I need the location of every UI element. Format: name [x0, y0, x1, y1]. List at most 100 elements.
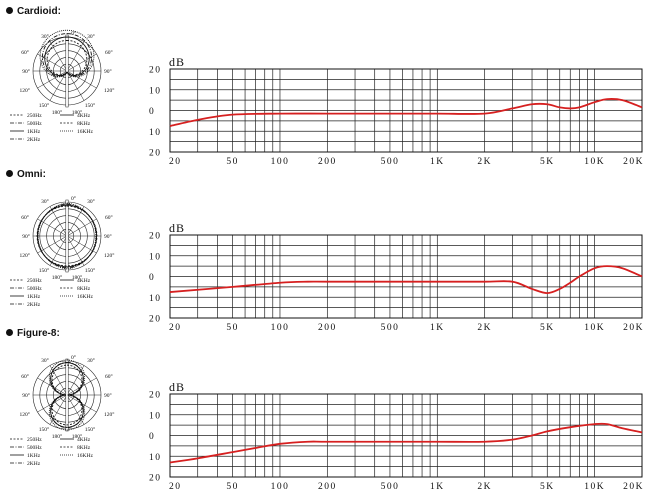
y-tick-label: 20 [149, 391, 162, 401]
legend-label: 8KHz [77, 121, 91, 127]
polar-angle-label: 180° [72, 109, 82, 116]
polar-angle-label: 120° [104, 252, 114, 259]
x-tick-label: 20 [169, 157, 182, 166]
y-tick-label: 10 [149, 252, 162, 262]
horizontal-grid [170, 234, 642, 319]
legend-label: 500Hz [27, 121, 42, 127]
section-title: Cardioid: [6, 6, 61, 17]
x-tick-label: 500 [381, 482, 400, 491]
legend-label: 16KHz [77, 294, 93, 300]
section-title-text: Omni [17, 169, 43, 180]
polar-angle-label: 180° [72, 433, 82, 440]
x-tick-label: 500 [381, 323, 400, 332]
legend-label: 16KHz [77, 129, 93, 135]
response-curve [169, 265, 643, 295]
y-axis-label: dB [169, 55, 185, 69]
polar-angle-label: 150° [85, 102, 95, 109]
x-tick-label: 5K [540, 323, 555, 332]
legend-label: 8KHz [77, 445, 91, 451]
polar-angle-label: 120° [20, 411, 30, 418]
polar-angle-label: 60° [21, 373, 29, 380]
polar-angle-label: 150° [39, 102, 49, 109]
polar-angle-label: 60° [21, 49, 29, 56]
x-tick-label: 10K [584, 482, 605, 491]
legend-label: 1KHz [27, 453, 41, 459]
x-tick-label: 1K [430, 323, 445, 332]
polar-angle-label: 30° [87, 198, 95, 205]
x-tick-label: 50 [226, 323, 239, 332]
polar-angle-label: 30° [41, 198, 49, 205]
x-tick-label: 200 [318, 157, 337, 166]
x-tick-label: 20 [169, 482, 182, 491]
y-tick-label: 0 [149, 273, 155, 283]
x-tick-label: 50 [226, 157, 239, 166]
legend-label: 500Hz [27, 286, 42, 292]
x-tick-label: 20K [623, 482, 644, 491]
polar-angle-label: 60° [105, 214, 113, 221]
section-title-text: Cardioid [17, 6, 58, 17]
x-tick-label: 5K [540, 482, 555, 491]
y-tick-label: 10 [149, 128, 162, 138]
x-tick-label: 200 [318, 323, 337, 332]
response-curve [169, 422, 643, 464]
legend-label: 16KHz [77, 453, 93, 459]
polar-angle-label: 180° [52, 109, 62, 116]
polar-divider [65, 199, 69, 273]
y-tick-label: 10 [149, 86, 162, 96]
legend-label: 1KHz [27, 294, 41, 300]
x-tick-label: 50 [226, 482, 239, 491]
legend-label: 250Hz [27, 278, 42, 284]
legend-label: 4KHz [77, 437, 91, 443]
polar-angle-label: 90° [104, 392, 112, 399]
y-tick-label: 0 [149, 432, 155, 442]
polar-angle-label: 90° [22, 233, 30, 240]
polar-pattern-cardioid: 0°30° 30°60° 60°90° 90°120° 120°150° 150°180°… [10, 29, 114, 143]
polar-angle-label: 180° [72, 274, 82, 281]
x-tick-label: 200 [318, 482, 337, 491]
polar-pattern-omni: 0°30° 30°60° 60°90° 90°120° 120°150° 150°180°… [10, 195, 114, 308]
x-tick-label: 10K [584, 157, 605, 166]
polar-divider [65, 34, 69, 108]
polar-angle-label: 0° [71, 195, 76, 202]
x-tick-label: 20 [169, 323, 182, 332]
y-tick-label: 20 [149, 66, 162, 76]
x-tick-label: 1K [430, 482, 445, 491]
y-tick-label: 20 [149, 315, 162, 325]
polar-angle-label: 180° [52, 274, 62, 281]
polar-angle-label: 60° [105, 373, 113, 380]
polar-angle-label: 150° [85, 426, 95, 433]
legend-label: 4KHz [77, 113, 91, 119]
horizontal-grid [170, 68, 642, 153]
x-tick-label: 20K [623, 157, 644, 166]
polar-angle-label: 60° [105, 49, 113, 56]
x-tick-label: 100 [271, 482, 290, 491]
polar-angle-label: 150° [39, 267, 49, 274]
x-tick-label: 10K [584, 323, 605, 332]
polar-angle-label: 150° [39, 426, 49, 433]
polar-angle-label: 0° [71, 30, 76, 37]
x-tick-label: 20K [623, 323, 644, 332]
plot-frame [169, 393, 643, 478]
legend-label: 4KHz [77, 278, 91, 284]
y-tick-label: 10 [149, 294, 162, 304]
legend-label: 2KHz [27, 461, 41, 467]
x-tick-label: 2K [477, 482, 492, 491]
legend-label: 250Hz [27, 437, 42, 443]
polar-angle-label: 120° [104, 411, 114, 418]
polar-angle-label: 30° [87, 357, 95, 364]
polar-angle-label: 120° [20, 87, 30, 94]
legend-label: 1KHz [27, 129, 41, 135]
polar-angle-label: 90° [22, 68, 30, 75]
horizontal-grid [170, 393, 642, 478]
section-title: Figure-8: [6, 328, 60, 339]
x-tick-label: 100 [271, 157, 290, 166]
legend-label: 2KHz [27, 302, 41, 308]
y-tick-label: 0 [149, 107, 155, 117]
section-cardioid: Cardioid: 0° 30° 30° 60° 60° 90° 90° 120° 120° 15… [0, 0, 650, 166]
x-tick-label: 100 [271, 323, 290, 332]
polar-angle-label: 60° [21, 214, 29, 221]
bullet-icon [6, 6, 13, 14]
polar-angle-label: 120° [104, 87, 114, 94]
